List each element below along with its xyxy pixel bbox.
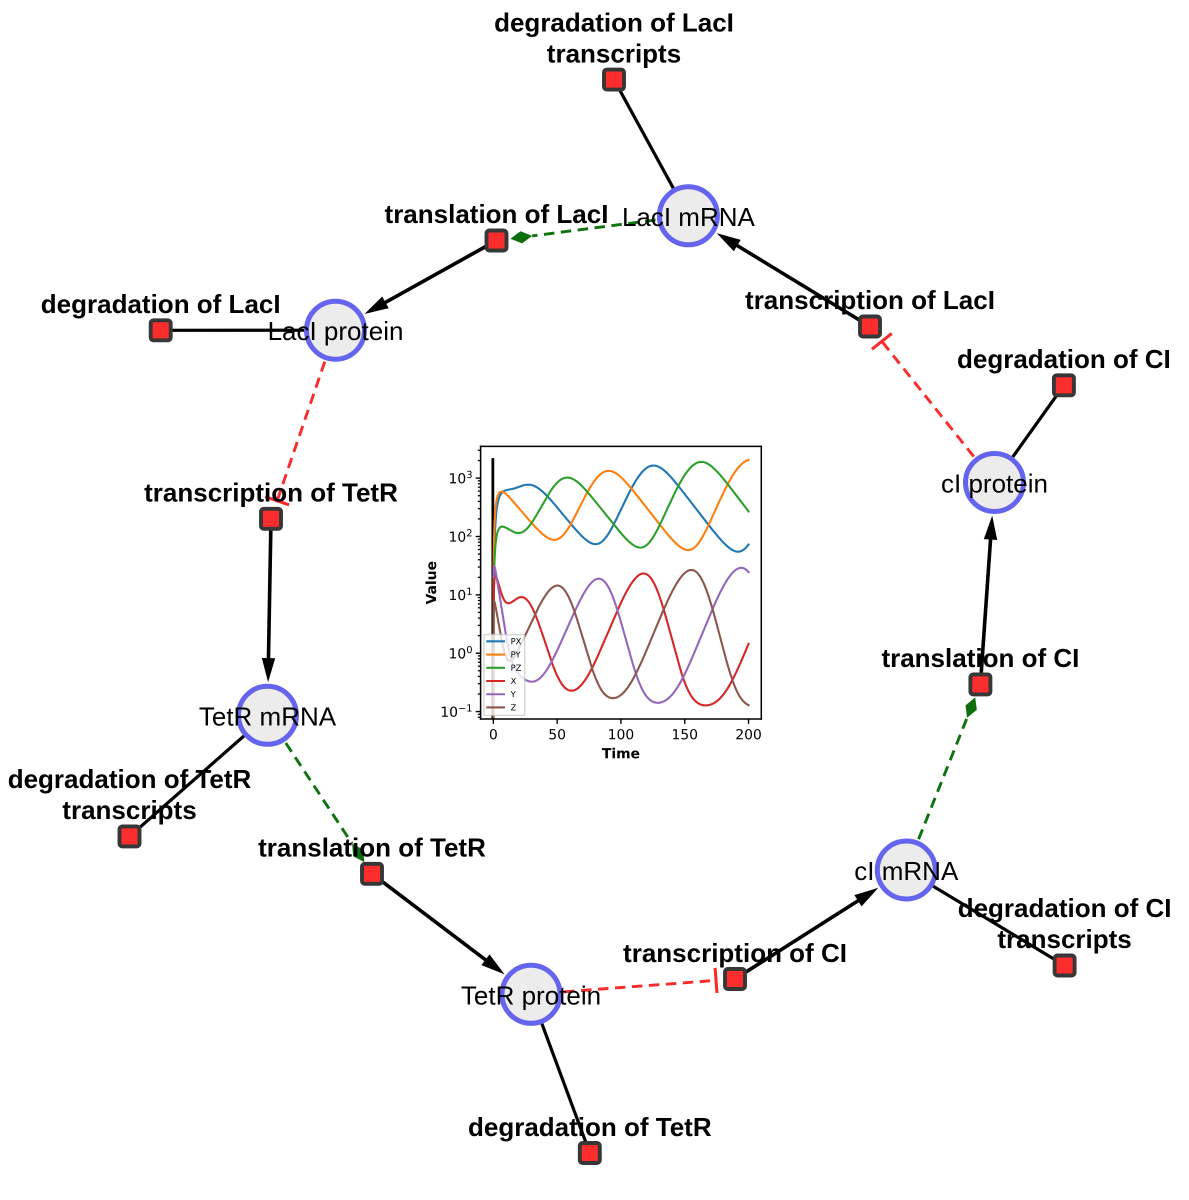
svg-text:transcription of LacI: transcription of LacI [745,285,995,315]
svg-text:LacI protein: LacI protein [268,316,404,346]
svg-text:cI protein: cI protein [941,469,1048,499]
svg-text:degradation of CI: degradation of CI [958,893,1172,923]
svg-text:TetR protein: TetR protein [461,980,601,1010]
svg-text:TetR mRNA: TetR mRNA [199,701,337,731]
svg-text:transcripts: transcripts [997,924,1131,954]
svg-text:degradation of LacI: degradation of LacI [41,289,281,319]
svg-text:transcription of CI: transcription of CI [623,938,847,968]
svg-text:degradation of TetR: degradation of TetR [8,764,252,794]
svg-text:translation of LacI: translation of LacI [385,199,609,229]
svg-text:transcription of TetR: transcription of TetR [144,478,398,508]
svg-text:transcripts: transcripts [547,38,681,68]
svg-text:translation of CI: translation of CI [881,643,1079,673]
svg-text:cI mRNA: cI mRNA [854,856,959,886]
svg-text:transcripts: transcripts [62,795,196,825]
svg-text:LacI mRNA: LacI mRNA [622,202,756,232]
svg-text:translation of TetR: translation of TetR [258,833,486,863]
svg-text:degradation of LacI: degradation of LacI [494,7,734,37]
svg-text:degradation of CI: degradation of CI [957,344,1171,374]
svg-text:degradation of TetR: degradation of TetR [468,1112,712,1142]
